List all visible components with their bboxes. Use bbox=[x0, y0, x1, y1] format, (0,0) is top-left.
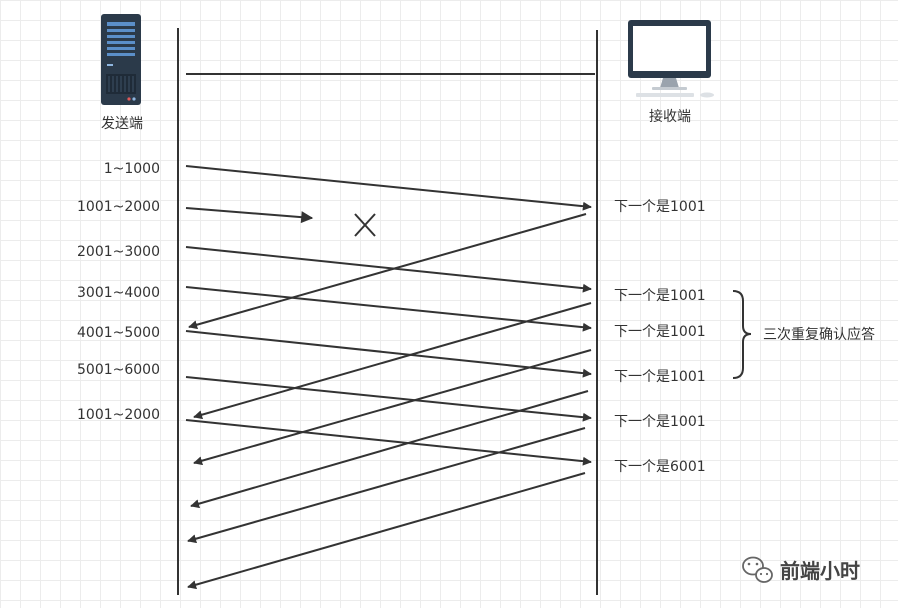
receiver-label: 接收端 bbox=[649, 108, 691, 125]
brace-label: 三次重复确认应答 bbox=[763, 326, 875, 343]
segment-label: 1001~2000 bbox=[77, 199, 160, 215]
segment-label: 1~1000 bbox=[104, 161, 160, 177]
segment-label: 4001~5000 bbox=[77, 325, 160, 341]
segment-label: 2001~3000 bbox=[77, 244, 160, 260]
lost-segment-arrow bbox=[185, 207, 314, 224]
watermark-text: 前端小时 bbox=[780, 559, 860, 583]
segment-label: 1001~2000 bbox=[77, 407, 160, 423]
segment-arrow bbox=[185, 165, 592, 211]
segment-label: 3001~4000 bbox=[77, 285, 160, 301]
ack-arrow bbox=[187, 472, 586, 590]
ack-label: 下一个是1001 bbox=[614, 414, 706, 430]
retransmit-segment-arrow bbox=[185, 419, 592, 466]
wechat-icon bbox=[742, 556, 773, 583]
segment-arrow bbox=[185, 330, 592, 378]
ack-arrow bbox=[187, 427, 586, 544]
monitor-icon bbox=[628, 20, 714, 98]
ack-label: 下一个是1001 bbox=[614, 199, 706, 215]
segment-label: 5001~6000 bbox=[77, 362, 160, 378]
ack-arrow bbox=[188, 213, 587, 330]
ack-label: 下一个是1001 bbox=[614, 288, 706, 304]
segment-arrow bbox=[185, 376, 592, 422]
segment-arrow bbox=[185, 286, 592, 332]
server-icon bbox=[101, 14, 141, 105]
ack-label: 下一个是1001 bbox=[614, 369, 706, 385]
ack-arrow bbox=[193, 349, 592, 466]
ack-arrow bbox=[193, 302, 592, 420]
segment-arrow bbox=[185, 246, 592, 293]
sender-label: 发送端 bbox=[101, 116, 143, 132]
packet-loss-x-mark bbox=[354, 213, 376, 237]
ack-label: 下一个是6001 bbox=[614, 459, 706, 475]
ack-label: 下一个是1001 bbox=[614, 324, 706, 340]
ack-arrow bbox=[190, 390, 589, 509]
duplicate-ack-brace bbox=[732, 290, 752, 379]
